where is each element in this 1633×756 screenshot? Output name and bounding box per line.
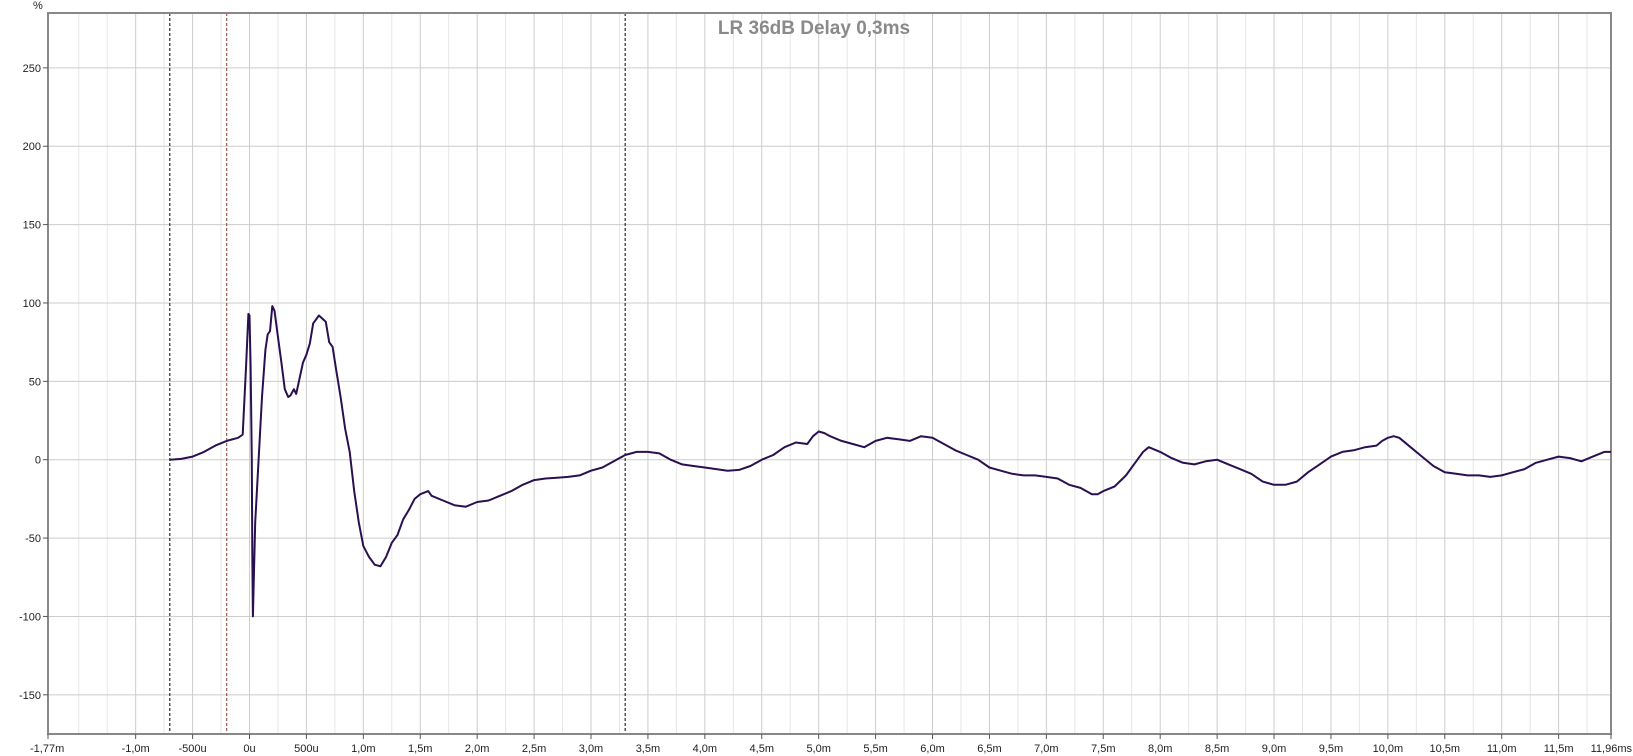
x-tick-label: 10,0m <box>1373 743 1404 755</box>
y-tick-label: 50 <box>29 376 41 388</box>
x-tick-label: 500u <box>294 743 318 755</box>
x-tick-label: 3,5m <box>636 743 660 755</box>
x-tick-label: 10,5m <box>1430 743 1461 755</box>
x-tick-label: -1,77m <box>30 743 64 755</box>
x-tick-label: 4,0m <box>693 743 717 755</box>
x-tick-label: 9,5m <box>1319 743 1343 755</box>
y-tick-label: 200 <box>23 141 41 153</box>
chart-title: LR 36dB Delay 0,3ms <box>718 18 910 39</box>
y-axis-unit-label: % <box>33 0 43 12</box>
x-tick-label: 6,0m <box>920 743 944 755</box>
y-tick-label: 0 <box>35 455 41 467</box>
plot-frame <box>47 12 1612 735</box>
x-tick-label: 7,0m <box>1034 743 1058 755</box>
cursor-markers <box>169 13 626 734</box>
x-tick-label: 2,0m <box>465 743 489 755</box>
x-tick-label: 7,5m <box>1091 743 1115 755</box>
x-tick-label: 11,5m <box>1544 743 1574 755</box>
x-tick-label: 1,0m <box>351 743 375 755</box>
y-tick-label: 100 <box>23 298 41 310</box>
x-tick-label: 5,5m <box>863 743 887 755</box>
x-tick-label: 1,5m <box>408 743 432 755</box>
x-tick-label: 9,0m <box>1262 743 1286 755</box>
x-tick-label: 5,0m <box>806 743 830 755</box>
x-axis-ticks: -1,77m -1,0m -500u 0u 500u 1,0m 1,5m 2,0m 2,5m 3,… <box>30 734 1632 755</box>
x-tick-label: 4,5m <box>750 743 774 755</box>
y-axis-ticks: 250 200 150 100 50 0 -50 -100 -150 <box>19 63 48 702</box>
x-tick-label: 8,0m <box>1148 743 1172 755</box>
y-tick-label: -150 <box>19 690 41 702</box>
x-tick-label: 3,0m <box>579 743 603 755</box>
x-tick-label: 6,5m <box>977 743 1001 755</box>
major-gridlines <box>48 13 1611 734</box>
x-tick-label: 0u <box>243 743 255 755</box>
x-tick-label: 11,0m <box>1487 743 1517 755</box>
x-tick-label: -500u <box>179 743 207 755</box>
y-tick-label: 150 <box>23 220 41 232</box>
impulse-response-line <box>169 305 1611 618</box>
x-tick-label: -1,0m <box>122 743 150 755</box>
y-tick-label: 250 <box>23 63 41 75</box>
x-tick-label: 8,5m <box>1205 743 1229 755</box>
x-tick-label: 2,5m <box>522 743 546 755</box>
y-tick-label: -50 <box>25 533 41 545</box>
y-tick-label: -100 <box>19 611 41 623</box>
minor-gridlines <box>78 13 1588 734</box>
x-tick-label: 11,96ms <box>1591 743 1633 755</box>
